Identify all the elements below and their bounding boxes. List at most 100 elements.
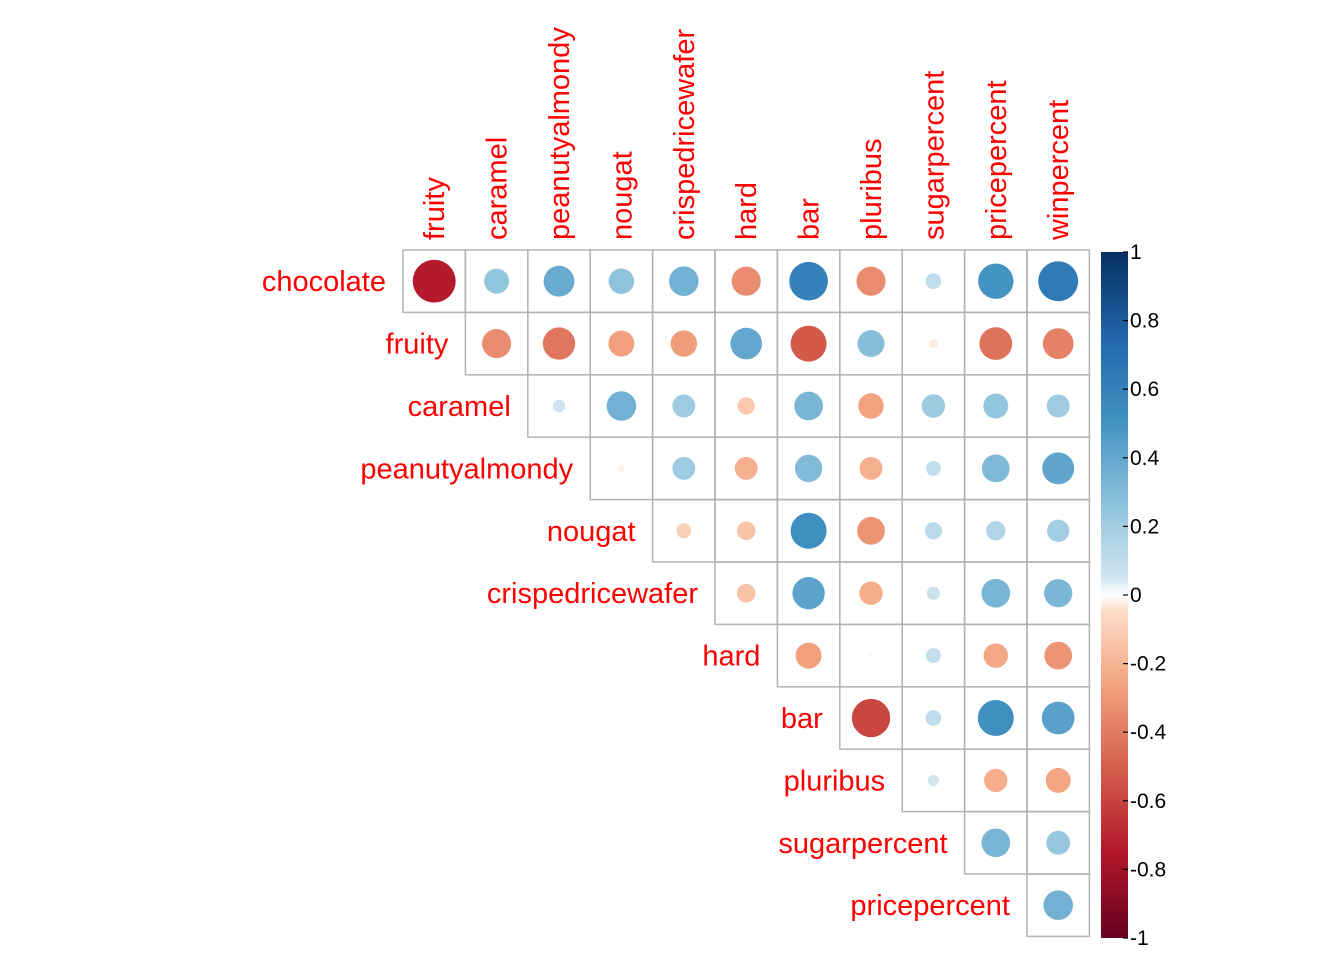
corr-circle-hard-pricepercent bbox=[983, 643, 1009, 668]
corr-circle-chocolate-pricepercent bbox=[978, 263, 1014, 299]
colorbar-tick-label: 0.8 bbox=[1130, 310, 1159, 333]
corr-circle-fruity-nougat bbox=[608, 330, 635, 357]
corr-circle-peanutyalmondy-pluribus bbox=[859, 456, 883, 480]
corr-circle-nougat-winpercent bbox=[1047, 519, 1070, 542]
circle-layer bbox=[412, 259, 1079, 920]
corr-circle-caramel-sugarpercent bbox=[921, 394, 946, 418]
corr-circle-sugarpercent-winpercent bbox=[1046, 830, 1071, 855]
colorbar-tick-label: 1 bbox=[1130, 241, 1142, 264]
corr-circle-fruity-hard bbox=[730, 327, 762, 360]
colorbar-tick-label: 0.2 bbox=[1130, 515, 1159, 538]
row-label-pluribus: pluribus bbox=[784, 765, 886, 797]
corr-circle-fruity-crispedricewafer bbox=[670, 330, 698, 357]
corr-circle-nougat-hard bbox=[736, 521, 756, 541]
colorbar-tick-label: 0.4 bbox=[1130, 447, 1160, 470]
column-labels: fruity caramel peanutyalmondy nougat crisped… bbox=[419, 27, 1075, 241]
corr-circle-bar-sugarpercent bbox=[925, 710, 942, 726]
corr-circle-crispedricewafer-hard bbox=[736, 583, 756, 603]
corr-circle-bar-winpercent bbox=[1041, 701, 1075, 735]
corr-circle-pricepercent-winpercent bbox=[1043, 890, 1073, 920]
row-label-crispedricewafer: crispedricewafer bbox=[487, 578, 698, 610]
corr-circle-peanutyalmondy-winpercent bbox=[1042, 452, 1075, 485]
row-label-peanutyalmondy: peanutyalmondy bbox=[360, 453, 573, 485]
col-label-peanutyalmondy: peanutyalmondy bbox=[544, 27, 576, 240]
row-label-pricepercent: pricepercent bbox=[850, 890, 1010, 922]
corr-circle-caramel-pluribus bbox=[858, 393, 884, 419]
corr-circle-chocolate-pluribus bbox=[856, 266, 886, 296]
corr-circle-fruity-peanutyalmondy bbox=[542, 327, 576, 360]
corr-circle-hard-sugarpercent bbox=[925, 648, 941, 664]
corr-circle-crispedricewafer-sugarpercent bbox=[926, 586, 941, 600]
color-legend: 1 0.8 0.6 0.4 0.2 0 -0.2 -0.4 -0.6 -0.8 -1 bbox=[1101, 241, 1167, 950]
row-label-bar: bar bbox=[781, 703, 823, 735]
corr-circle-nougat-crispedricewafer bbox=[676, 523, 692, 539]
row-label-sugarpercent: sugarpercent bbox=[778, 828, 947, 860]
corr-circle-pluribus-sugarpercent bbox=[927, 774, 939, 786]
row-label-fruity: fruity bbox=[386, 329, 449, 361]
corr-circle-bar-pluribus bbox=[851, 698, 891, 738]
corr-circle-fruity-bar bbox=[790, 325, 827, 362]
colorbar-tick-label: 0.6 bbox=[1130, 378, 1159, 401]
corr-circle-chocolate-peanutyalmondy bbox=[543, 265, 575, 297]
corr-circle-chocolate-caramel bbox=[484, 268, 510, 294]
corr-circle-peanutyalmondy-pricepercent bbox=[981, 454, 1010, 483]
corr-circle-chocolate-crispedricewafer bbox=[669, 266, 699, 296]
corr-circle-nougat-pricepercent bbox=[986, 521, 1006, 541]
col-label-hard: hard bbox=[731, 182, 763, 240]
corr-circle-fruity-caramel bbox=[482, 329, 512, 359]
corr-circle-chocolate-bar bbox=[789, 261, 828, 301]
corr-circle-hard-winpercent bbox=[1044, 641, 1073, 670]
corr-circle-bar-pricepercent bbox=[977, 700, 1014, 736]
corr-circle-crispedricewafer-pluribus bbox=[859, 581, 883, 605]
colorbar-tick-label: -1 bbox=[1130, 927, 1149, 950]
row-label-caramel: caramel bbox=[408, 391, 511, 423]
corr-circle-nougat-sugarpercent bbox=[924, 522, 943, 540]
corr-circle-crispedricewafer-pricepercent bbox=[981, 578, 1011, 608]
col-label-fruity: fruity bbox=[419, 177, 451, 240]
corr-circle-caramel-nougat bbox=[606, 391, 637, 421]
corr-circle-nougat-bar bbox=[790, 512, 827, 549]
corr-circle-peanutyalmondy-sugarpercent bbox=[925, 460, 941, 476]
row-label-chocolate: chocolate bbox=[262, 266, 386, 298]
corr-circle-crispedricewafer-bar bbox=[792, 577, 825, 610]
corr-circle-caramel-crispedricewafer bbox=[672, 394, 696, 418]
colorbar-tick-label: 0 bbox=[1130, 584, 1142, 607]
corr-circle-peanutyalmondy-hard bbox=[734, 456, 758, 480]
corr-circle-nougat-pluribus bbox=[857, 516, 885, 545]
colorbar-tick-label: -0.4 bbox=[1130, 721, 1167, 744]
col-label-pluribus: pluribus bbox=[856, 138, 888, 240]
col-label-bar: bar bbox=[794, 198, 826, 240]
col-label-pricepercent: pricepercent bbox=[981, 80, 1013, 240]
grid-layer bbox=[402, 249, 1091, 938]
corr-circle-caramel-peanutyalmondy bbox=[552, 399, 566, 413]
row-label-hard: hard bbox=[702, 641, 760, 673]
corr-circle-chocolate-winpercent bbox=[1038, 261, 1079, 302]
corr-circle-caramel-pricepercent bbox=[983, 393, 1009, 419]
corr-circle-fruity-winpercent bbox=[1042, 328, 1074, 359]
corr-circle-sugarpercent-pricepercent bbox=[981, 828, 1011, 858]
row-label-nougat: nougat bbox=[547, 516, 636, 548]
corr-circle-caramel-hard bbox=[737, 397, 755, 415]
col-label-caramel: caramel bbox=[482, 137, 514, 240]
corr-circle-chocolate-nougat bbox=[608, 268, 635, 294]
corr-circle-pluribus-pricepercent bbox=[984, 768, 1008, 793]
corr-circle-peanutyalmondy-bar bbox=[794, 454, 823, 483]
corr-circle-peanutyalmondy-crispedricewafer bbox=[672, 456, 696, 480]
corr-circle-caramel-winpercent bbox=[1046, 394, 1070, 418]
corr-circle-fruity-sugarpercent bbox=[929, 339, 938, 348]
corr-circle-hard-pluribus bbox=[868, 653, 874, 659]
col-label-sugarpercent: sugarpercent bbox=[918, 71, 950, 240]
corr-circle-chocolate-sugarpercent bbox=[925, 273, 942, 290]
colorbar-tick-label: -0.2 bbox=[1130, 653, 1166, 676]
corr-circle-chocolate-fruity bbox=[412, 259, 456, 303]
cell-pricepercent-winpercent bbox=[1026, 873, 1091, 938]
corr-circle-hard-bar bbox=[795, 642, 822, 669]
corr-circle-chocolate-hard bbox=[731, 266, 761, 296]
col-label-nougat: nougat bbox=[606, 151, 638, 240]
corr-circle-peanutyalmondy-nougat bbox=[617, 464, 625, 472]
colorbar-tick-label: -0.8 bbox=[1130, 858, 1166, 881]
col-label-crispedricewafer: crispedricewafer bbox=[669, 29, 701, 240]
colorbar-tick-label: -0.6 bbox=[1130, 790, 1166, 813]
